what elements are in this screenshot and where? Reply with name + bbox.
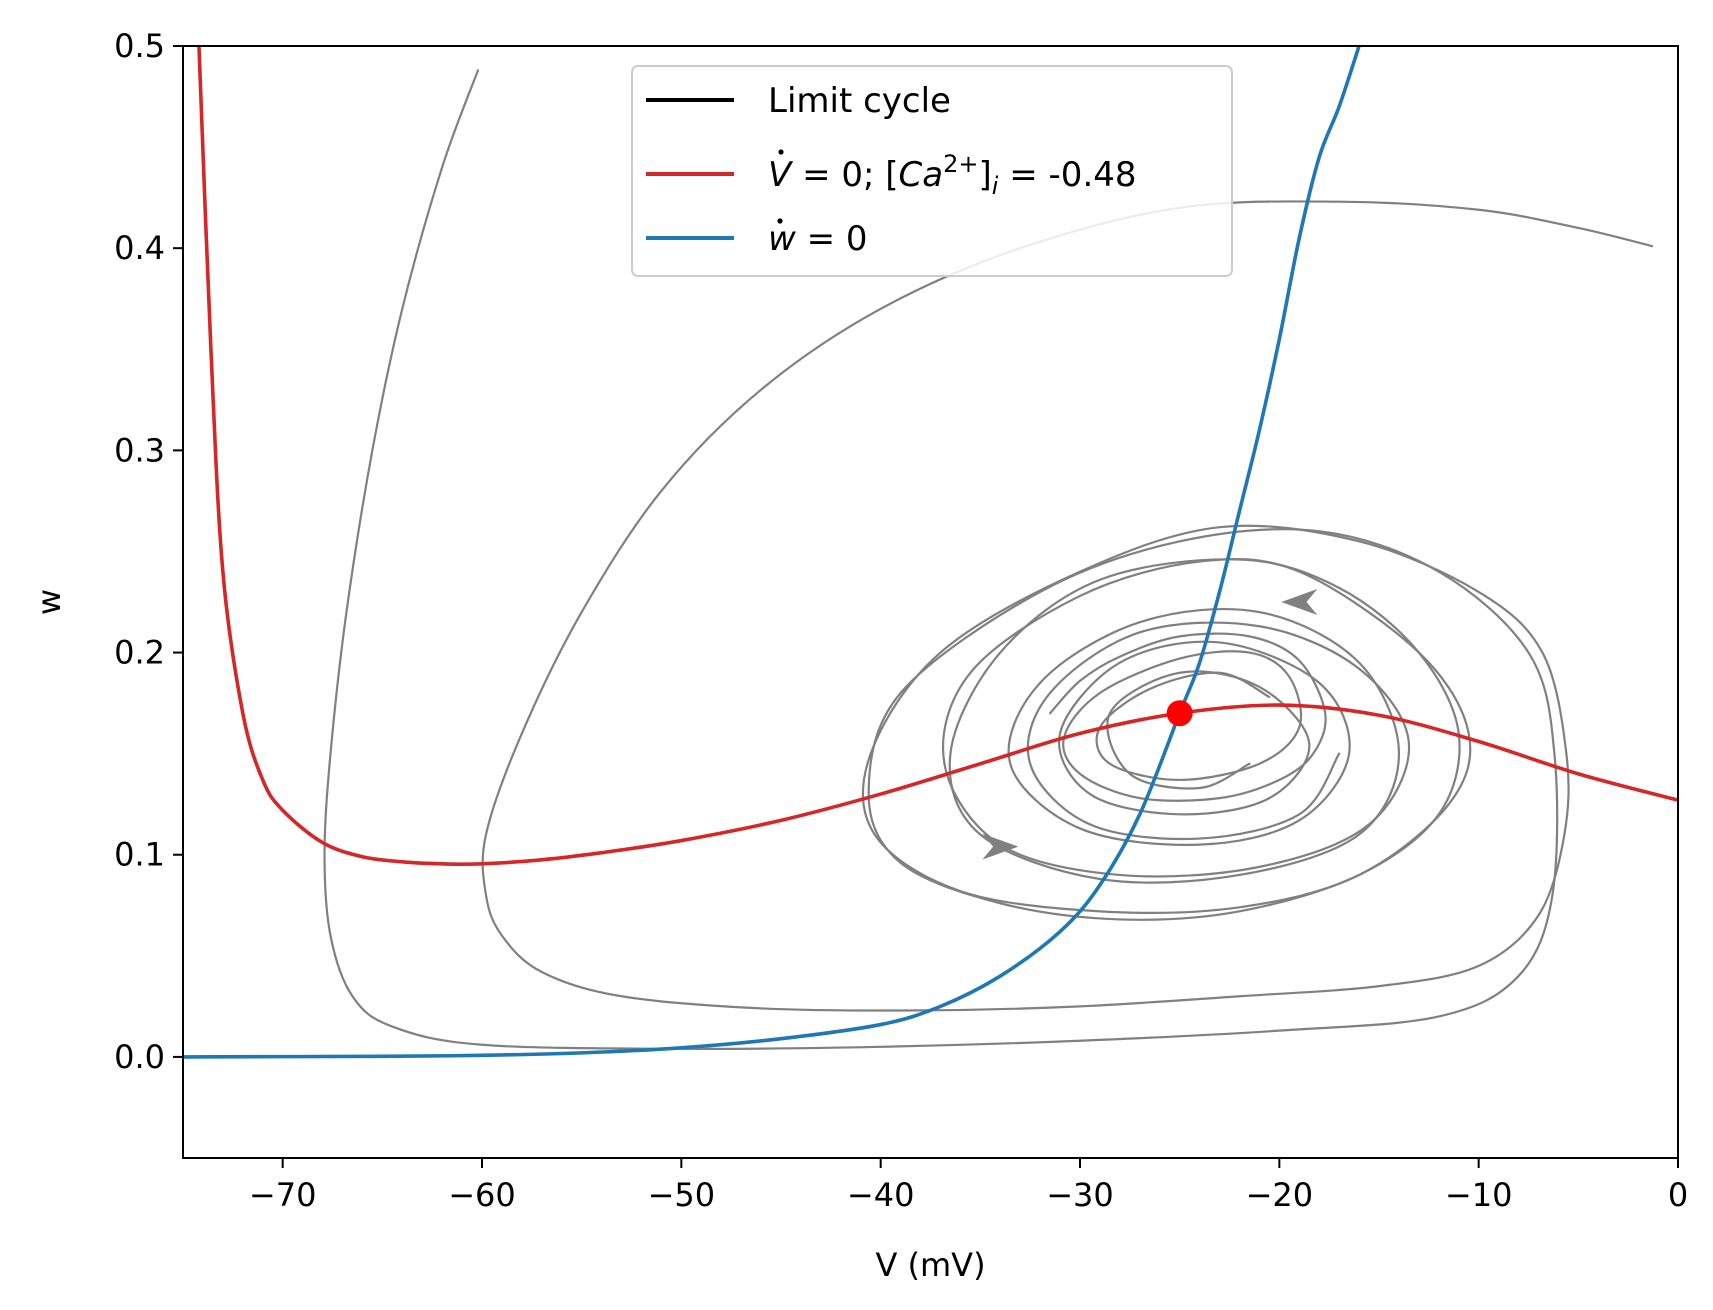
x-axis-label: V (mV) — [875, 1246, 985, 1284]
v-dot-accent — [778, 149, 784, 155]
plot-curves — [183, 46, 1678, 1059]
trajectory-line-4 — [1049, 632, 1327, 802]
legend-label-limit-cycle: Limit cycle — [768, 81, 951, 121]
trajectory-line-3 — [481, 200, 1654, 1012]
fixed-point-marker — [1166, 700, 1193, 727]
y-tick-label: 0.5 — [114, 27, 165, 65]
x-tick-label: −40 — [847, 1176, 915, 1214]
plot-frame — [182, 45, 1679, 1159]
x-tick-label: −10 — [1445, 1176, 1513, 1214]
x-tick-label: −30 — [1046, 1176, 1114, 1214]
legend-label-w-nullcline: w = 0 — [768, 219, 868, 259]
legend-box — [631, 65, 1233, 277]
y-tick-label: 0.4 — [114, 229, 165, 267]
x-tick-label: −70 — [249, 1176, 317, 1214]
y-tick-label: 0.3 — [114, 431, 165, 469]
w-nullcline-line — [183, 46, 1361, 1059]
y-tick-label: 0.2 — [114, 634, 165, 672]
x-tick-label: −60 — [448, 1176, 516, 1214]
x-tick-label: 0 — [1668, 1176, 1688, 1214]
legend: Limit cycle V = 0; [Ca2+]i = -0.48 w = 0 — [631, 65, 1233, 277]
y-tick-label: 0.1 — [114, 836, 165, 874]
x-tick-label: −50 — [648, 1176, 716, 1214]
w-dot-accent — [777, 218, 783, 224]
y-axis-label: w — [30, 589, 68, 615]
direction-arrow-0 — [1281, 589, 1318, 615]
v-nullcline-line — [197, 46, 1678, 867]
direction-arrow-1 — [982, 833, 1019, 860]
y-tick-label: 0.0 — [114, 1038, 165, 1076]
x-tick-label: −20 — [1246, 1176, 1314, 1214]
axis-ticks: −70 −60 −50 −40 −30 −20 −10 0 0.0 0.1 0.2 0.3 0.4 0.5 — [114, 27, 1688, 1214]
legend-label-v-nullcline: V = 0; [Ca2+]i = -0.48 — [768, 150, 1137, 200]
